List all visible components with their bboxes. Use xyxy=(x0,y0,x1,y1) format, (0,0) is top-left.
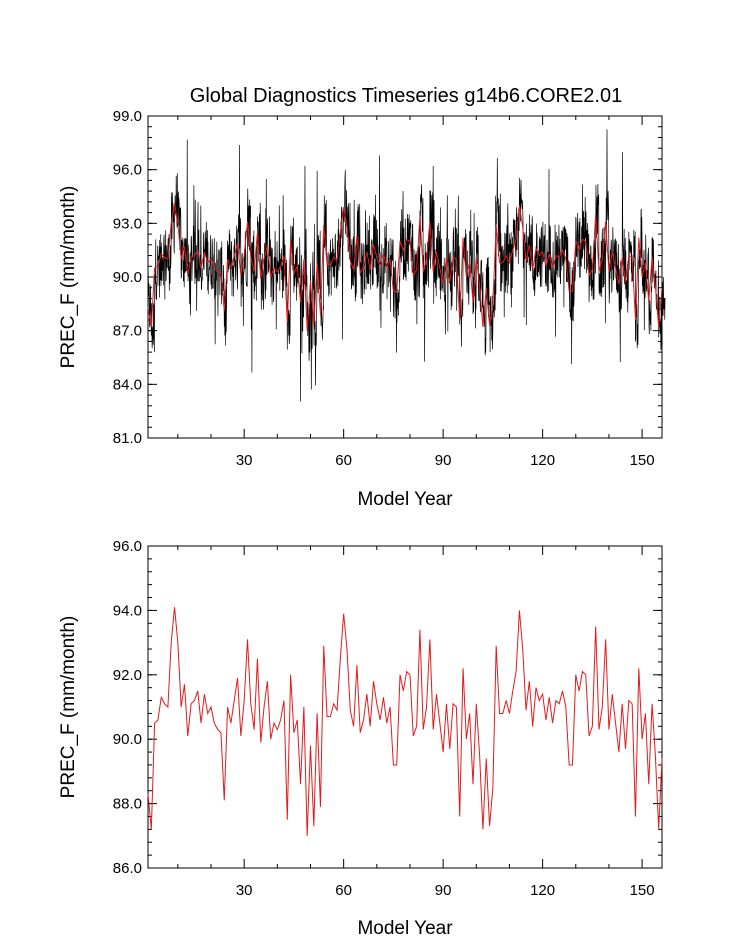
top-y-tick-label: 96.0 xyxy=(113,162,142,179)
bottom-y-tick-label: 94.0 xyxy=(113,602,142,619)
bottom-x-tick-label: 30 xyxy=(236,882,253,899)
top-y-tick-label: 93.0 xyxy=(113,215,142,232)
top-x-tick-label: 30 xyxy=(236,452,253,469)
bottom-y-tick-label: 92.0 xyxy=(113,667,142,684)
top-y-tick-label: 81.0 xyxy=(113,430,142,447)
top-y-tick-label: 99.0 xyxy=(113,108,142,125)
top-x-tick-labels: 30 60 90 120 150 xyxy=(236,452,655,469)
chart-title: Global Diagnostics Timeseries g14b6.CORE… xyxy=(190,85,622,107)
top-x-tick-label: 90 xyxy=(435,452,452,469)
top-x-tick-label: 60 xyxy=(335,452,352,469)
bottom-x-tick-label: 120 xyxy=(530,882,555,899)
top-y-tick-label: 87.0 xyxy=(113,323,142,340)
bottom-y-tick-label: 90.0 xyxy=(113,731,142,748)
top-x-axis-title: Model Year xyxy=(357,489,453,510)
top-y-tick-label: 90.0 xyxy=(113,269,142,286)
top-series xyxy=(147,129,666,402)
bottom-x-axis-title: Model Year xyxy=(357,918,453,939)
top-plot-frame xyxy=(147,115,663,439)
bottom-y-axis-title: PREC_F (mm/month) xyxy=(58,616,79,799)
top-series-monthly-line xyxy=(147,129,666,402)
top-y-tick-label: 84.0 xyxy=(113,376,142,393)
bottom-y-tick-label: 88.0 xyxy=(113,796,142,813)
top-y-tick-labels: 81.0 84.0 87.0 90.0 93.0 96.0 99.0 xyxy=(113,108,142,447)
bottom-series-annual-mean-line xyxy=(147,607,663,836)
bottom-y-tick-label: 96.0 xyxy=(113,538,142,555)
top-axis-ticks xyxy=(148,115,662,439)
bottom-y-tick-label: 86.0 xyxy=(113,860,142,877)
bottom-y-tick-labels: 86.0 88.0 90.0 92.0 94.0 96.0 xyxy=(113,538,142,877)
top-x-tick-label: 120 xyxy=(530,452,555,469)
bottom-x-tick-labels: 30 60 90 120 150 xyxy=(236,882,655,899)
top-panel: 81.0 84.0 87.0 90.0 93.0 96.0 99.0 30 60 90 120 15… xyxy=(58,108,666,510)
bottom-axis-ticks xyxy=(148,545,662,869)
bottom-panel: 86.0 88.0 90.0 92.0 94.0 96.0 30 60 90 120 150 Mo… xyxy=(58,538,663,939)
bottom-plot-frame xyxy=(147,545,663,869)
bottom-series xyxy=(147,607,663,836)
bottom-x-tick-label: 60 xyxy=(335,882,352,899)
bottom-x-tick-label: 90 xyxy=(435,882,452,899)
top-series-annual-mean-line xyxy=(147,203,663,331)
bottom-x-tick-label: 150 xyxy=(630,882,655,899)
top-y-axis-title: PREC_F (mm/month) xyxy=(58,186,79,369)
top-x-tick-label: 150 xyxy=(630,452,655,469)
